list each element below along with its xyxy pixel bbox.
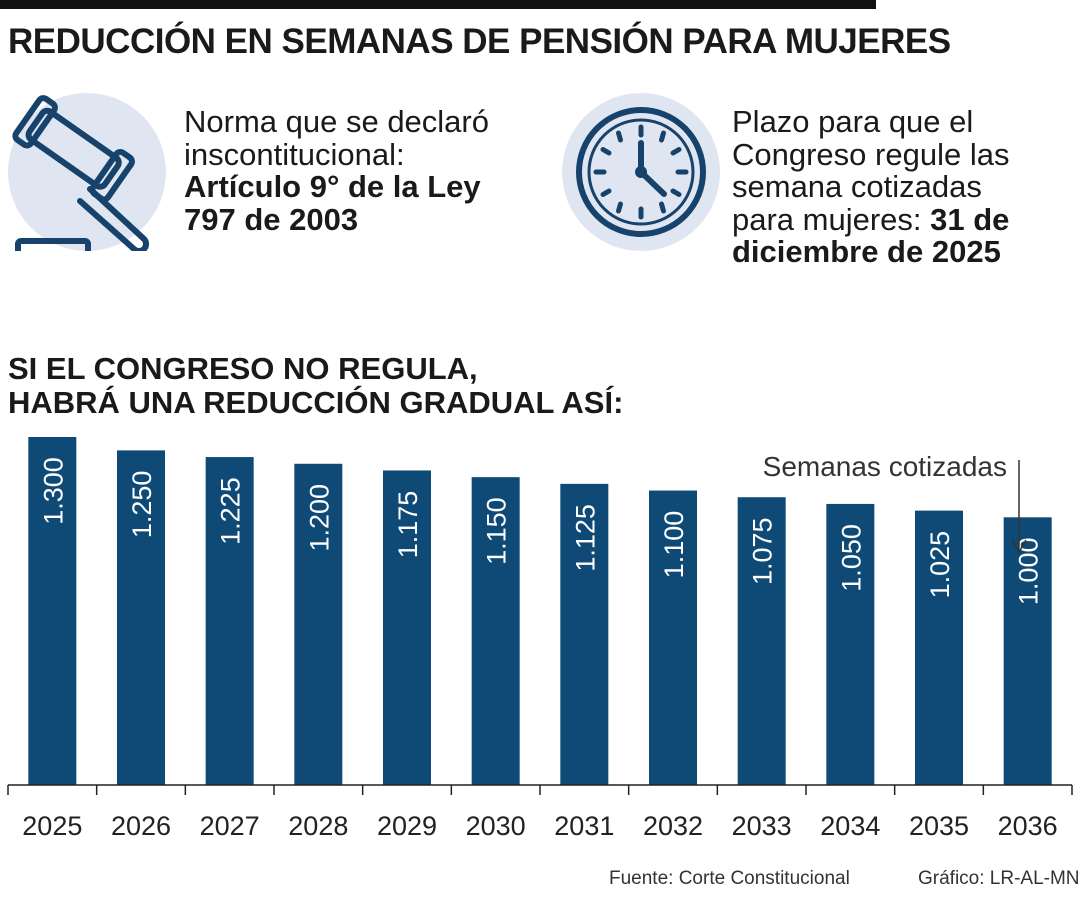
- info-right-line4-text: para mujeres:: [732, 201, 931, 237]
- x-tick-label: 2032: [643, 811, 703, 841]
- bars-group: 1.300 1.250 1.225 1.200 1.175 1.150 1.125 1.100…: [28, 437, 1052, 785]
- x-tick-label: 2029: [377, 811, 437, 841]
- info-right-line2: Congreso regule las: [732, 136, 1010, 172]
- x-tick-label: 2031: [554, 811, 614, 841]
- info-left-text: Norma que se declaró inscontitucional: A…: [184, 104, 489, 237]
- bar-2035: [915, 510, 963, 785]
- chart-subtitle: SI EL CONGRESO NO REGULA, HABRÁ UNA REDU…: [8, 352, 623, 420]
- info-right-text: Plazo para que el Congreso regule las se…: [732, 104, 1010, 269]
- chart-subtitle-line2: HABRÁ UNA REDUCCIÓN GRADUAL ASÍ:: [8, 385, 624, 420]
- info-right-line4: para mujeres: 31 de: [732, 201, 1010, 237]
- info-left-line1: Norma que se declaró: [184, 104, 489, 139]
- x-tick-label: 2035: [909, 811, 969, 841]
- x-tick-label: 2027: [200, 811, 260, 841]
- x-axis-ticks: [7, 785, 1073, 795]
- bar-value-label: 1.175: [393, 491, 423, 559]
- info-right-line3: semana cotizadas: [732, 169, 982, 204]
- bar-value-label: 1.025: [925, 531, 955, 599]
- x-tick-label: 2030: [466, 811, 526, 841]
- bar-2029: [383, 470, 431, 785]
- page-title: REDUCCIÓN EN SEMANAS DE PENSIÓN PARA MUJ…: [8, 22, 951, 61]
- x-axis-labels: 2025 2026 2027 2028 2029 2030 2031 2032 2033 2034…: [22, 811, 1057, 841]
- bar-value-label: 1.000: [1014, 538, 1044, 606]
- x-tick-label: 2028: [288, 811, 348, 841]
- chart-subtitle-line1: SI EL CONGRESO NO REGULA,: [8, 351, 478, 386]
- info-left-line2: inscontitucional:: [184, 136, 405, 172]
- bar-2026: [117, 450, 165, 785]
- bar-value-label: 1.225: [216, 477, 246, 545]
- bar-2028: [294, 463, 343, 785]
- credit-note: Gráfico: LR-AL-MN: [918, 868, 1080, 889]
- x-tick-label: 2036: [998, 811, 1058, 841]
- bar-value-label: 1.050: [836, 524, 866, 592]
- x-tick-label: 2025: [22, 811, 82, 841]
- bar-2031: [560, 483, 609, 785]
- bar-2036: [1003, 517, 1052, 785]
- bar-2030: [471, 477, 520, 785]
- info-right-line1: Plazo para que el: [732, 104, 974, 139]
- x-tick-label: 2034: [820, 811, 880, 841]
- top-rule: [0, 0, 876, 9]
- bar-value-label: 1.150: [482, 497, 512, 565]
- bar-2033: [737, 497, 786, 785]
- annotation-arrow: [1011, 460, 1027, 554]
- bar-2027: [205, 457, 254, 785]
- gavel-icon: [12, 95, 150, 251]
- bar-2034: [826, 503, 875, 785]
- bar-value-label: 1.300: [38, 457, 68, 525]
- bar-chart: 1.300 1.250 1.225 1.200 1.175 1.150 1.125 1.100…: [7, 437, 1073, 841]
- bar-value-label: 1.100: [659, 511, 689, 579]
- bar-value-label: 1.200: [304, 484, 334, 552]
- x-tick-label: 2026: [111, 811, 171, 841]
- bar-value-label: 1.075: [748, 517, 778, 585]
- chart-annotation: Semanas cotizadas: [763, 451, 1007, 482]
- clock-icon-badge: [562, 93, 720, 251]
- gavel-icon-badge: [8, 93, 166, 251]
- bar-2032: [649, 490, 697, 785]
- bar-value-label: 1.250: [127, 471, 157, 539]
- bar-2025: [28, 437, 77, 785]
- info-right-bold-inline: 31 de: [930, 201, 1010, 237]
- info-left-bold1: Artículo 9° de la Ley: [184, 169, 481, 204]
- source-note: Fuente: Corte Constitucional: [609, 868, 850, 889]
- clock-icon: [576, 107, 706, 237]
- bar-value-label: 1.125: [570, 504, 600, 572]
- x-tick-label: 2033: [732, 811, 792, 841]
- info-left-bold2: 797 de 2003: [184, 201, 359, 237]
- info-right-bold2: diciembre de 2025: [732, 234, 1001, 269]
